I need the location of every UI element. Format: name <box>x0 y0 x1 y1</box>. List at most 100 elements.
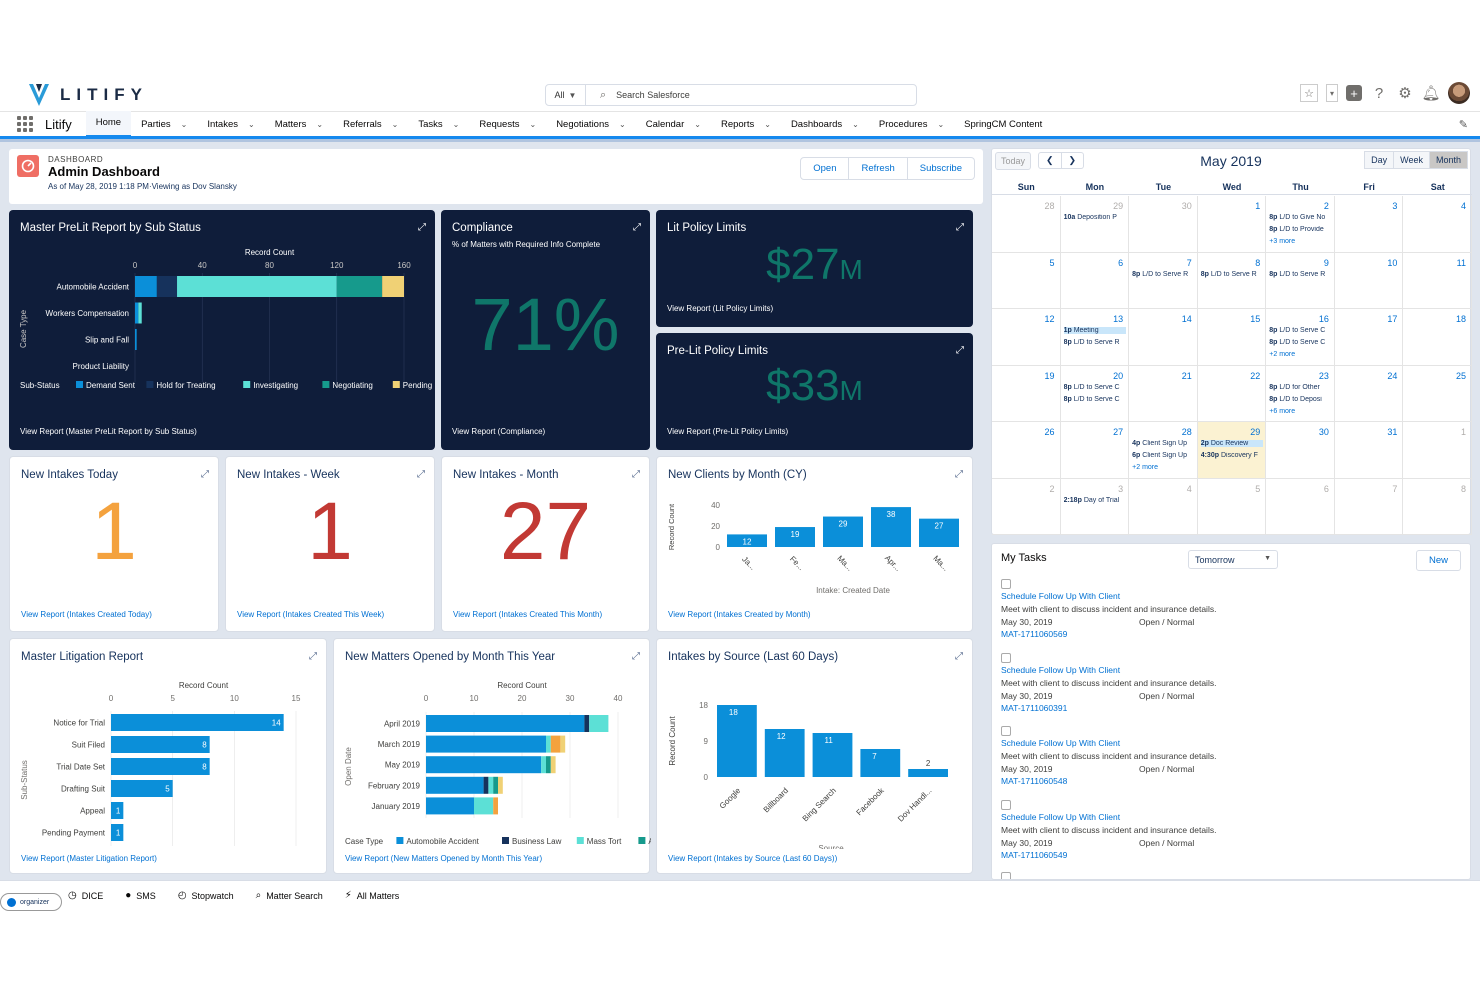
utility-item-sms[interactable]: ● SMS <box>125 890 156 901</box>
today-button[interactable]: Today <box>995 152 1032 170</box>
expand-icon[interactable]: ⤢ <box>201 469 209 480</box>
task-title-link[interactable]: Schedule Follow Up With Client <box>1001 811 1121 822</box>
view-report-link[interactable]: View Report (Intakes Created Today) <box>21 610 152 619</box>
nav-item-negotiations[interactable]: Negotiations ⌄ <box>546 111 636 138</box>
utility-item-stopwatch[interactable]: ◴ Stopwatch <box>178 890 234 901</box>
calendar-day-cell[interactable]: 29 2p Doc Review 4:30p Discovery F <box>1197 422 1267 479</box>
task-matter-link[interactable]: MAT-1711060391 <box>1001 702 1068 713</box>
task-title-link[interactable]: Schedule Follow Up With Client <box>1001 591 1121 601</box>
edit-nav-pencil-icon[interactable]: ✎ <box>1458 119 1468 131</box>
refresh-button[interactable]: Refresh <box>849 157 908 180</box>
calendar-day-cell[interactable]: 8 8p L/D to Serve R <box>1197 252 1267 309</box>
user-avatar[interactable] <box>1448 82 1470 104</box>
chevron-down-icon[interactable]: ⌄ <box>180 119 188 129</box>
nav-item-springcm-content[interactable]: SpringCM Content <box>954 111 1052 138</box>
calendar-day-cell[interactable]: 3 2:18p Day of Trial <box>1060 478 1130 535</box>
calendar-day-cell[interactable]: 2 <box>992 478 1061 535</box>
calendar-event[interactable]: 8p L/D to Serve R <box>1269 271 1331 278</box>
calendar-event[interactable]: 6p Client Sign Up <box>1132 452 1194 459</box>
next-month-icon[interactable]: ❯ <box>1061 152 1085 169</box>
task-checkbox[interactable] <box>1001 579 1011 589</box>
more-events-link[interactable]: +6 more <box>1269 407 1296 415</box>
chevron-down-icon[interactable]: ⌄ <box>391 119 399 129</box>
calendar-day-cell[interactable]: 6 <box>1266 478 1335 535</box>
calendar-event[interactable]: 8p L/D for Other <box>1269 384 1331 391</box>
calendar-day-cell[interactable]: 13 1p Meeting 8p L/D to Serve R <box>1060 309 1130 366</box>
view-report-link[interactable]: View Report (Master PreLit Report by Sub… <box>20 427 197 436</box>
calendar-day-cell[interactable]: 19 <box>992 365 1061 422</box>
calendar-day-cell[interactable]: 4 <box>1129 478 1198 535</box>
expand-icon[interactable]: ⤢ <box>955 469 963 480</box>
nav-item-calendar[interactable]: Calendar ⌄ <box>636 111 711 138</box>
nav-item-referrals[interactable]: Referrals ⌄ <box>333 111 408 138</box>
tasks-filter-select[interactable]: Tomorrow ▼ <box>1188 550 1278 569</box>
calendar-day-cell[interactable]: 31 <box>1334 422 1404 479</box>
chevron-down-icon[interactable]: ⌄ <box>694 119 701 129</box>
chevron-down-icon[interactable]: ⌄ <box>852 119 859 129</box>
task-title-link[interactable]: Schedule Follow Up With Client <box>1001 738 1121 748</box>
calendar-day-cell[interactable]: 30 <box>1129 196 1198 253</box>
view-report-link[interactable]: View Report (Intakes Created This Week) <box>237 610 385 619</box>
calendar-event[interactable]: 4:30p Discovery F <box>1201 452 1263 459</box>
calendar-event[interactable]: 1p Meeting <box>1063 327 1126 334</box>
calendar-day-cell[interactable]: 28 <box>992 196 1061 253</box>
nav-item-reports[interactable]: Reports ⌄ <box>711 111 781 138</box>
task-matter-link[interactable]: MAT-1711060549 <box>1001 849 1068 860</box>
favorites-star-icon[interactable]: ☆ <box>1300 84 1318 102</box>
view-report-link[interactable]: View Report (Compliance) <box>452 427 546 436</box>
setup-gear-icon[interactable]: ⚙ <box>1398 85 1412 102</box>
calendar-day-cell[interactable]: 25 <box>1403 365 1472 422</box>
calendar-day-cell[interactable]: 20 8p L/D to Serve C 8p L/D to Serve C <box>1060 365 1130 422</box>
search-input[interactable]: ⌕ Search Salesforce <box>586 85 916 105</box>
calendar-event[interactable]: 2:18p Day of Trial <box>1064 497 1126 504</box>
task-checkbox[interactable] <box>1001 652 1011 663</box>
more-events-link[interactable]: +3 more <box>1269 238 1296 245</box>
task-checkbox[interactable] <box>1001 726 1011 736</box>
expand-icon[interactable]: ⤢ <box>309 651 317 662</box>
calendar-day-cell[interactable]: 2 8p L/D to Give No 8p L/D to Provide +3 mo… <box>1266 196 1335 253</box>
calendar-day-cell[interactable]: 16 8p L/D to Serve C 8p L/D to Serve C +2 m… <box>1266 309 1335 366</box>
chevron-down-icon[interactable]: ⌄ <box>529 119 537 129</box>
global-add-icon[interactable]: + <box>1346 85 1362 101</box>
view-report-link[interactable]: View Report (New Matters Opened by Month… <box>345 854 543 863</box>
calendar-day-cell[interactable]: 1 <box>1403 422 1472 479</box>
task-matter-link[interactable]: MAT-1711060569 <box>1001 629 1068 639</box>
nav-item-intakes[interactable]: Intakes ⌄ <box>197 111 264 138</box>
expand-icon[interactable]: ⤢ <box>632 469 640 480</box>
notifications-bell-icon[interactable]: 🔔︎ <box>1421 85 1441 102</box>
view-report-link[interactable]: View Report (Pre-Lit Policy Limits) <box>667 427 789 436</box>
calendar-day-cell[interactable]: 7 8p L/D to Serve R <box>1129 252 1198 309</box>
calendar-event[interactable]: 4p Client Sign Up <box>1132 440 1194 447</box>
view-report-link[interactable]: View Report (Intakes Created This Month) <box>453 610 603 619</box>
nav-item-home[interactable]: Home <box>85 110 132 138</box>
chevron-down-icon[interactable]: ⌄ <box>316 119 324 129</box>
calendar-event[interactable]: 8p L/D to Serve C <box>1269 327 1331 334</box>
more-events-link[interactable]: +2 more <box>1269 351 1296 358</box>
calendar-event[interactable]: 8p L/D to Give No <box>1269 214 1331 221</box>
calendar-event[interactable]: 8p L/D to Serve C <box>1269 339 1331 346</box>
calendar-event[interactable]: 10a Deposition P <box>1064 214 1126 221</box>
calendar-day-cell[interactable]: 28 4p Client Sign Up 6p Client Sign Up +2 m… <box>1129 422 1198 479</box>
expand-icon[interactable]: ⤢ <box>956 345 964 356</box>
litify-logo[interactable]: LITIFY <box>28 82 148 108</box>
prev-month-icon[interactable]: ❮ <box>1038 152 1062 169</box>
calendar-day-cell[interactable]: 26 <box>992 422 1061 479</box>
calendar-day-cell[interactable]: 3 <box>1334 196 1404 253</box>
calendar-day-cell[interactable]: 6 <box>1060 252 1130 309</box>
utility-item-matter-search[interactable]: ⌕ Matter Search <box>256 890 323 901</box>
expand-icon[interactable]: ⤢ <box>955 651 963 662</box>
view-report-link[interactable]: View Report (Lit Policy Limits) <box>667 304 774 313</box>
calendar-view-week-button[interactable]: Week <box>1394 151 1430 169</box>
nav-item-parties[interactable]: Parties ⌄ <box>131 111 197 138</box>
calendar-event[interactable]: 8p L/D to Serve R <box>1064 339 1126 346</box>
calendar-event[interactable]: 8p L/D to Serve R <box>1201 271 1263 278</box>
nav-item-matters[interactable]: Matters ⌄ <box>265 111 333 138</box>
expand-icon[interactable]: ⤢ <box>417 469 425 480</box>
calendar-event[interactable]: 8p L/D to Serve R <box>1132 271 1194 278</box>
calendar-day-cell[interactable]: 17 <box>1334 309 1404 366</box>
expand-icon[interactable]: ⤢ <box>418 222 426 233</box>
task-checkbox[interactable] <box>1001 799 1011 810</box>
calendar-day-cell[interactable]: 15 <box>1197 309 1267 366</box>
calendar-event[interactable]: 2p Doc Review <box>1200 440 1263 447</box>
utility-item-dice[interactable]: ◷ DICE <box>68 890 103 901</box>
